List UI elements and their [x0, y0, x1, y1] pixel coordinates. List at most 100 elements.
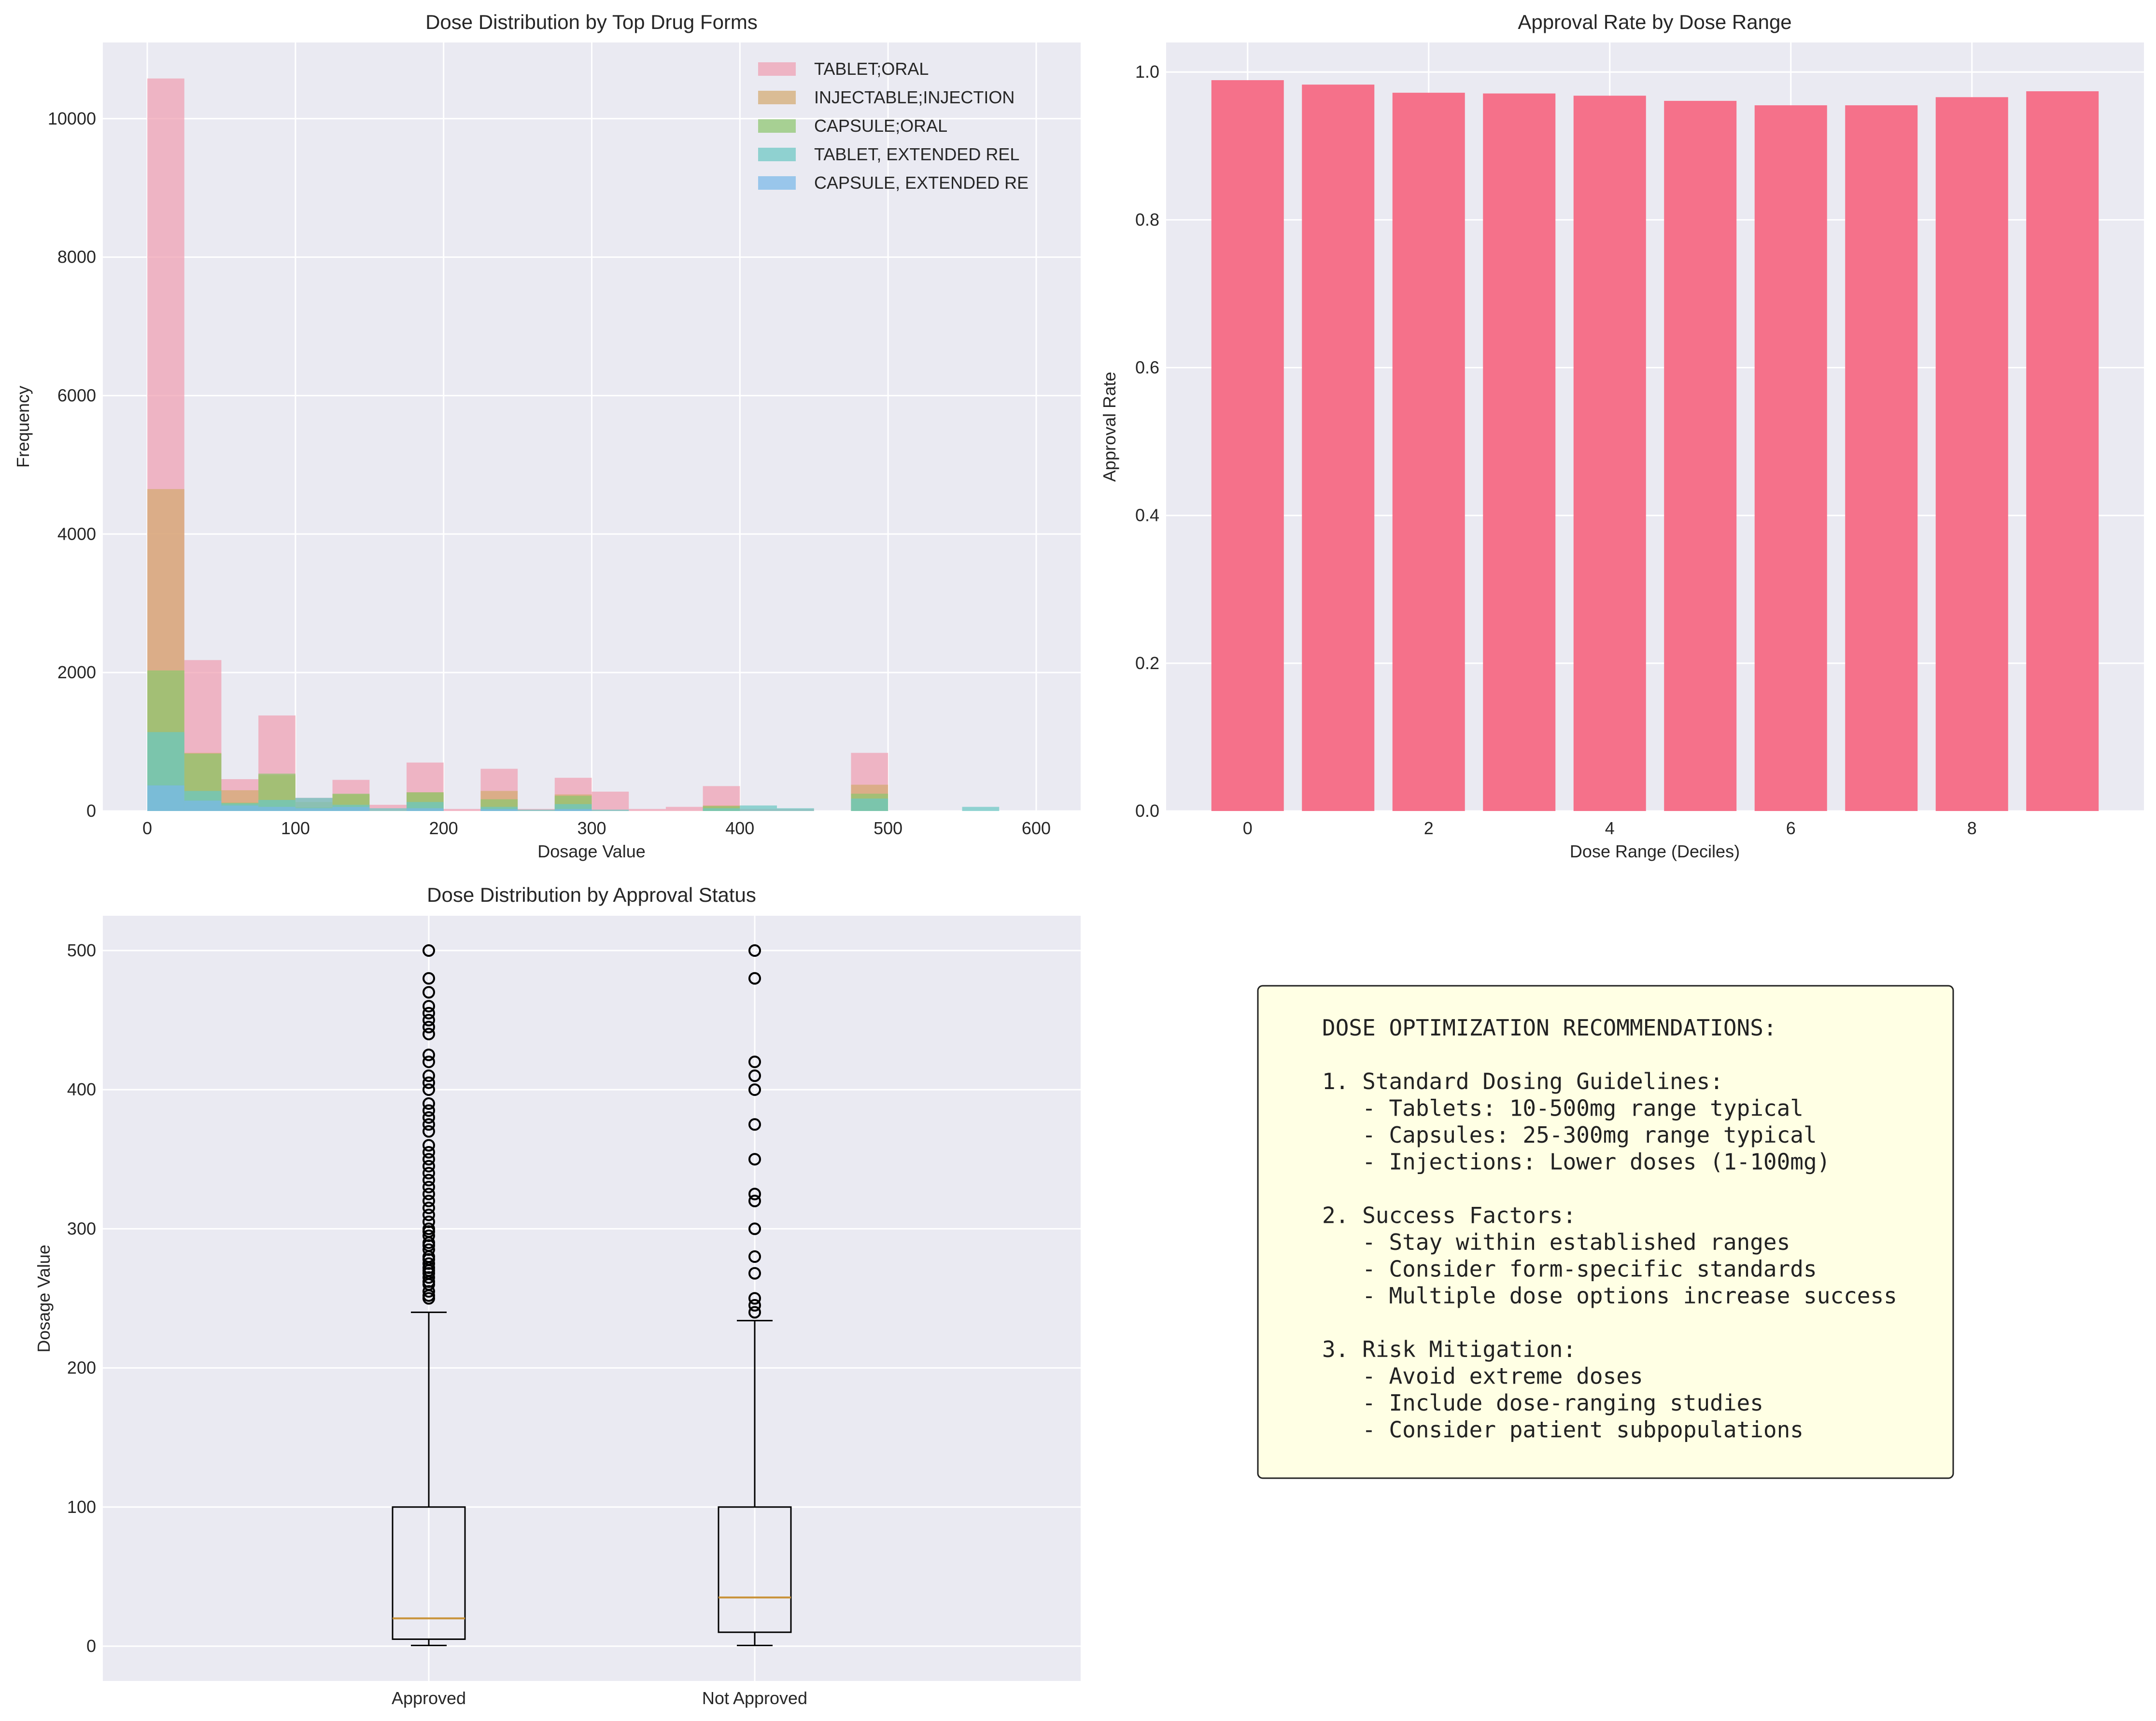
box-y-tick-label: 100: [67, 1497, 96, 1517]
box-outlier: [423, 1055, 435, 1068]
approval-bar: [1573, 96, 1646, 812]
hist-legend-swatch: [758, 91, 796, 104]
bar-y-tick-label: 0.8: [1135, 210, 1159, 229]
approval-bar: [2026, 91, 2099, 811]
box-outlier: [423, 1049, 435, 1062]
box-outlier: [748, 1118, 761, 1131]
box-outlier: [423, 1139, 435, 1152]
hist-legend-swatch: [758, 119, 796, 133]
hist-x-ticks: 0 100 200 300 400 500 600: [142, 818, 1051, 838]
box-marks: [392, 944, 792, 1647]
hist-legend-label: CAPSULE, EXTENDED RE: [814, 173, 1029, 193]
recommendations-box: [1257, 985, 1954, 1479]
box-outlier: [423, 1174, 435, 1187]
hist-bar: [592, 810, 629, 811]
hist-bar: [258, 807, 296, 811]
recommendation-line: - Consider form-specific standards: [1322, 1256, 1817, 1282]
bar-x-ticks: 0 2 4 6 8: [1243, 818, 1977, 838]
box-grid: [103, 916, 1081, 1681]
hist-bar: [147, 785, 184, 811]
box-y-tick-label: 400: [67, 1079, 96, 1099]
box-y-tick-label: 0: [86, 1636, 96, 1656]
box-outlier: [423, 1125, 435, 1138]
box-outlier: [423, 1069, 435, 1082]
box-outlier: [423, 1229, 435, 1242]
hist-x-tick-label: 200: [429, 818, 458, 838]
box-outlier: [423, 944, 435, 957]
box-outlier: [748, 1153, 761, 1166]
hist-y-tick-label: 2000: [57, 662, 96, 682]
box-outlier: [748, 1250, 761, 1263]
box-x-tick-label: Approved: [392, 1688, 466, 1708]
box-outlier: [748, 1194, 761, 1207]
box-outlier: [423, 1083, 435, 1096]
box-outlier: [423, 1188, 435, 1201]
box-outlier: [423, 1257, 435, 1270]
hist-x-tick-label: 0: [142, 818, 152, 838]
box-outlier: [423, 1153, 435, 1166]
box-y-label: Dosage Value: [34, 1245, 54, 1353]
box-y-tick-label: 200: [67, 1358, 96, 1378]
hist-legend-label: TABLET, EXTENDED REL: [814, 144, 1019, 164]
hist-bar: [295, 808, 333, 811]
bar-y-tick-label: 1.0: [1135, 62, 1159, 82]
box-outlier: [748, 972, 761, 985]
hist-bar: [777, 808, 814, 811]
hist-y-tick-label: 10000: [48, 109, 96, 128]
panel-boxplot: Approved Not Approved 0 100 200 300 400 500 Do…: [34, 883, 1081, 1708]
hist-legend-swatch: [758, 148, 796, 161]
approval-bar: [1664, 100, 1737, 811]
hist-bar: [703, 808, 740, 811]
approval-bar: [1935, 97, 2008, 812]
box-y-tick-label: 500: [67, 940, 96, 960]
bar-x-tick-label: 4: [1605, 818, 1615, 838]
hist-x-tick-label: 100: [281, 818, 310, 838]
box-iqr: [718, 1506, 792, 1633]
hist-bar: [443, 809, 481, 811]
recommendation-line: - Avoid extreme doses: [1322, 1363, 1643, 1389]
box-outlier: [423, 1194, 435, 1207]
box-outlier: [423, 1076, 435, 1089]
recommendation-line: DOSE OPTIMIZATION RECOMMENDATIONS:: [1322, 1015, 1777, 1041]
panel-approval-rate: 0 2 4 6 8 0.0 0.2 0.4 0.6 0.8 1.0 Approval Rate b…: [1099, 11, 2144, 861]
hist-x-label: Dosage Value: [537, 841, 646, 861]
hist-bar: [629, 809, 666, 811]
box-outlier: [423, 1208, 435, 1221]
recommendation-line: - Multiple dose options increase success: [1322, 1283, 1897, 1309]
bar-title: Approval Rate by Dose Range: [1518, 11, 1791, 33]
hist-bar: [369, 808, 407, 811]
hist-legend-label: INJECTABLE;INJECTION: [814, 87, 1015, 107]
recommendation-line: 2. Success Factors:: [1322, 1203, 1576, 1229]
hist-bar: [480, 809, 518, 811]
box-outlier: [423, 1021, 435, 1034]
bar-x-tick-label: 0: [1243, 818, 1253, 838]
approval-bar: [1845, 105, 1918, 812]
box-title: Dose Distribution by Approval Status: [427, 883, 756, 906]
bar-y-tick-label: 0.4: [1135, 505, 1159, 525]
approval-bar: [1302, 84, 1375, 811]
box-outlier: [748, 944, 761, 957]
box-outlier: [423, 1222, 435, 1235]
hist-legend-swatch: [758, 176, 796, 190]
recommendation-line: - Consider patient subpopulations: [1322, 1417, 1804, 1443]
bar-y-tick-label: 0.6: [1135, 358, 1159, 378]
hist-x-tick-label: 300: [577, 818, 606, 838]
recommendation-line: - Tablets: 10-500mg range typical: [1322, 1095, 1804, 1121]
box-y-ticks: 0 100 200 300 400 500: [67, 940, 96, 1656]
approval-bar: [1211, 80, 1284, 812]
hist-y-tick-label: 4000: [57, 524, 96, 544]
box-outlier: [423, 1160, 435, 1173]
hist-title: Dose Distribution by Top Drug Forms: [425, 11, 758, 33]
approval-bar: [1483, 93, 1556, 812]
bar-y-tick-label: 0.2: [1135, 653, 1159, 673]
box-outlier: [423, 972, 435, 985]
box-x-tick-label: Not Approved: [702, 1688, 807, 1708]
bar-x-tick-label: 8: [1967, 818, 1977, 838]
recommendation-line: 3. Risk Mitigation:: [1322, 1336, 1576, 1362]
bar-y-label: Approval Rate: [1099, 372, 1119, 482]
hist-x-tick-label: 600: [1022, 818, 1051, 838]
box-outlier: [423, 986, 435, 999]
hist-bar: [740, 805, 777, 811]
box-outlier: [748, 1292, 761, 1305]
box-outlier: [423, 1146, 435, 1159]
